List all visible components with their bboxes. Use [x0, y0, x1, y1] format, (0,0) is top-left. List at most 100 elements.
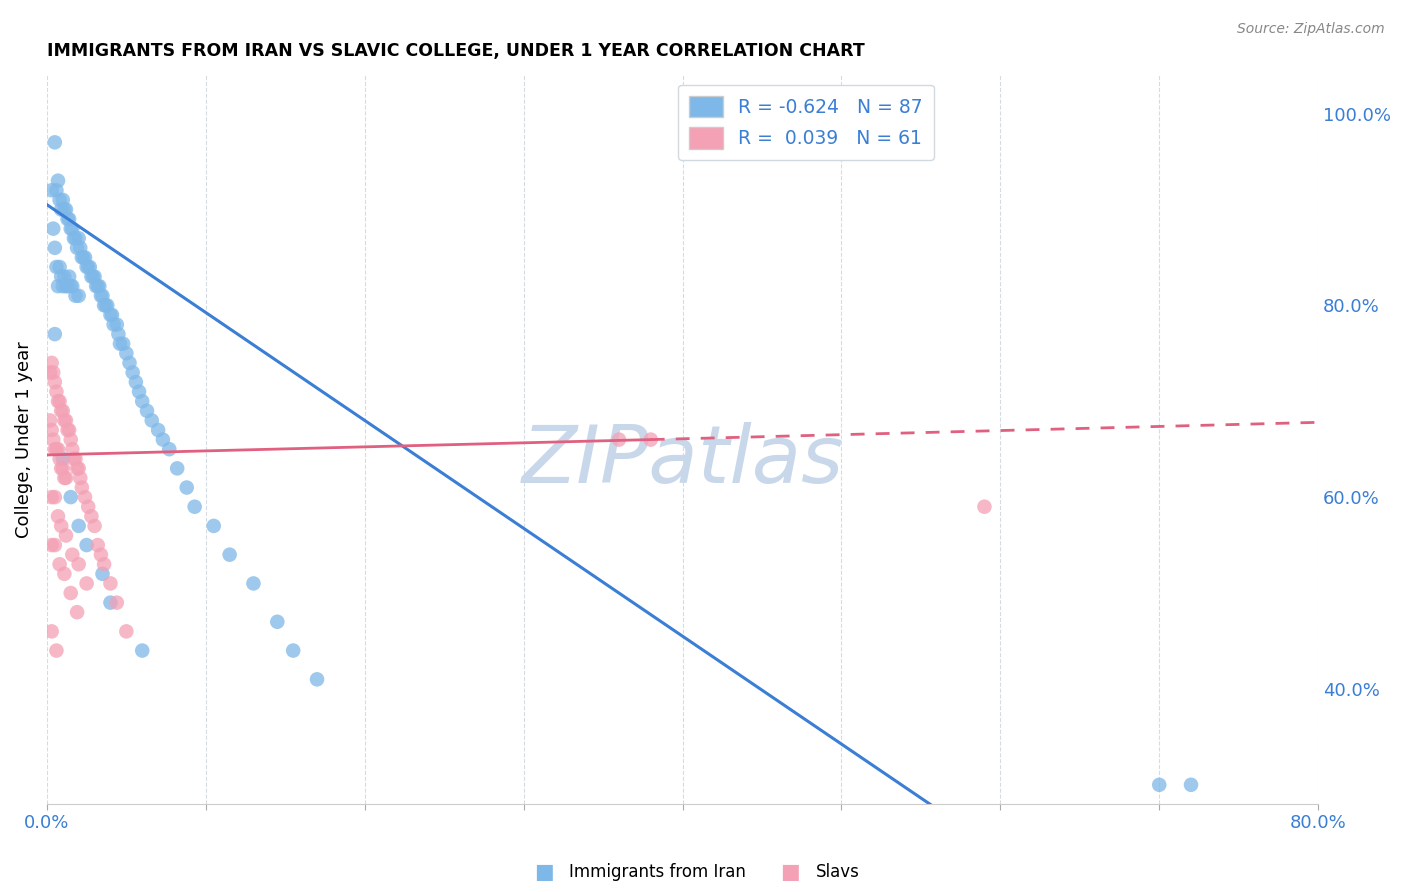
Point [53, 269, 76, 284]
Point [44, 490, 66, 504]
Point [58, 269, 80, 284]
Y-axis label: College, Under 1 year: College, Under 1 year [15, 342, 32, 538]
Point [640, 433, 662, 447]
Text: ■: ■ [534, 863, 554, 882]
Point [53, 202, 76, 217]
Point [87, 279, 110, 293]
Point [93, 298, 115, 312]
Point [48, 193, 70, 207]
Point [105, 318, 128, 332]
Point [65, 289, 87, 303]
Point [157, 442, 180, 457]
Point [59, 221, 82, 235]
Point [58, 423, 80, 437]
Point [45, 442, 67, 457]
Point [101, 308, 124, 322]
Point [63, 231, 86, 245]
Point [52, 451, 75, 466]
Point [65, 451, 87, 466]
Point [41, 490, 63, 504]
Point [103, 318, 125, 332]
Point [80, 269, 103, 284]
Point [131, 394, 153, 409]
Point [77, 260, 100, 274]
Point [105, 596, 128, 610]
Point [141, 413, 163, 427]
Point [44, 241, 66, 255]
Point [53, 566, 76, 581]
Point [46, 174, 69, 188]
Point [136, 404, 159, 418]
Point [53, 413, 76, 427]
Point [45, 260, 67, 274]
Point [44, 442, 66, 457]
Point [60, 548, 83, 562]
Point [42, 433, 65, 447]
Point [48, 558, 70, 572]
Point [76, 576, 98, 591]
Point [58, 212, 80, 227]
Point [41, 356, 63, 370]
Point [121, 366, 143, 380]
Point [55, 279, 77, 293]
Point [79, 260, 101, 274]
Point [72, 251, 94, 265]
Point [67, 231, 90, 245]
Point [76, 260, 98, 274]
Point [67, 519, 90, 533]
Point [70, 251, 93, 265]
Text: ■: ■ [780, 863, 800, 882]
Point [69, 241, 91, 255]
Point [51, 269, 73, 284]
Point [283, 643, 305, 657]
Point [112, 336, 135, 351]
Point [90, 548, 112, 562]
Point [146, 423, 169, 437]
Point [66, 241, 89, 255]
Point [46, 509, 69, 524]
Point [42, 366, 65, 380]
Point [52, 193, 75, 207]
Point [46, 442, 69, 457]
Point [125, 375, 148, 389]
Point [128, 384, 150, 399]
Point [51, 519, 73, 533]
Text: IMMIGRANTS FROM IRAN VS SLAVIC COLLEGE, UNDER 1 YEAR CORRELATION CHART: IMMIGRANTS FROM IRAN VS SLAVIC COLLEGE, … [46, 42, 865, 60]
Point [176, 481, 198, 495]
Point [56, 212, 79, 227]
Point [183, 500, 205, 514]
Point [96, 298, 118, 312]
Point [44, 538, 66, 552]
Point [77, 500, 100, 514]
Point [59, 490, 82, 504]
Point [83, 269, 105, 284]
Point [48, 394, 70, 409]
Text: Source: ZipAtlas.com: Source: ZipAtlas.com [1237, 22, 1385, 37]
Point [44, 327, 66, 342]
Point [39, 413, 62, 427]
Point [63, 451, 86, 466]
Point [107, 327, 129, 342]
Point [73, 251, 96, 265]
Point [82, 269, 104, 284]
Point [67, 461, 90, 475]
Text: Immigrants from Iran: Immigrants from Iran [569, 863, 747, 881]
Point [83, 519, 105, 533]
Point [56, 423, 79, 437]
Point [51, 202, 73, 217]
Point [202, 519, 225, 533]
Point [115, 624, 138, 639]
Point [93, 558, 115, 572]
Point [59, 433, 82, 447]
Point [51, 404, 73, 418]
Point [305, 673, 328, 687]
Point [607, 433, 630, 447]
Point [90, 289, 112, 303]
Point [60, 279, 83, 293]
Point [41, 624, 63, 639]
Point [80, 509, 103, 524]
Text: Slavs: Slavs [815, 863, 859, 881]
Text: ZIPatlas: ZIPatlas [522, 423, 844, 500]
Point [44, 136, 66, 150]
Point [166, 461, 188, 475]
